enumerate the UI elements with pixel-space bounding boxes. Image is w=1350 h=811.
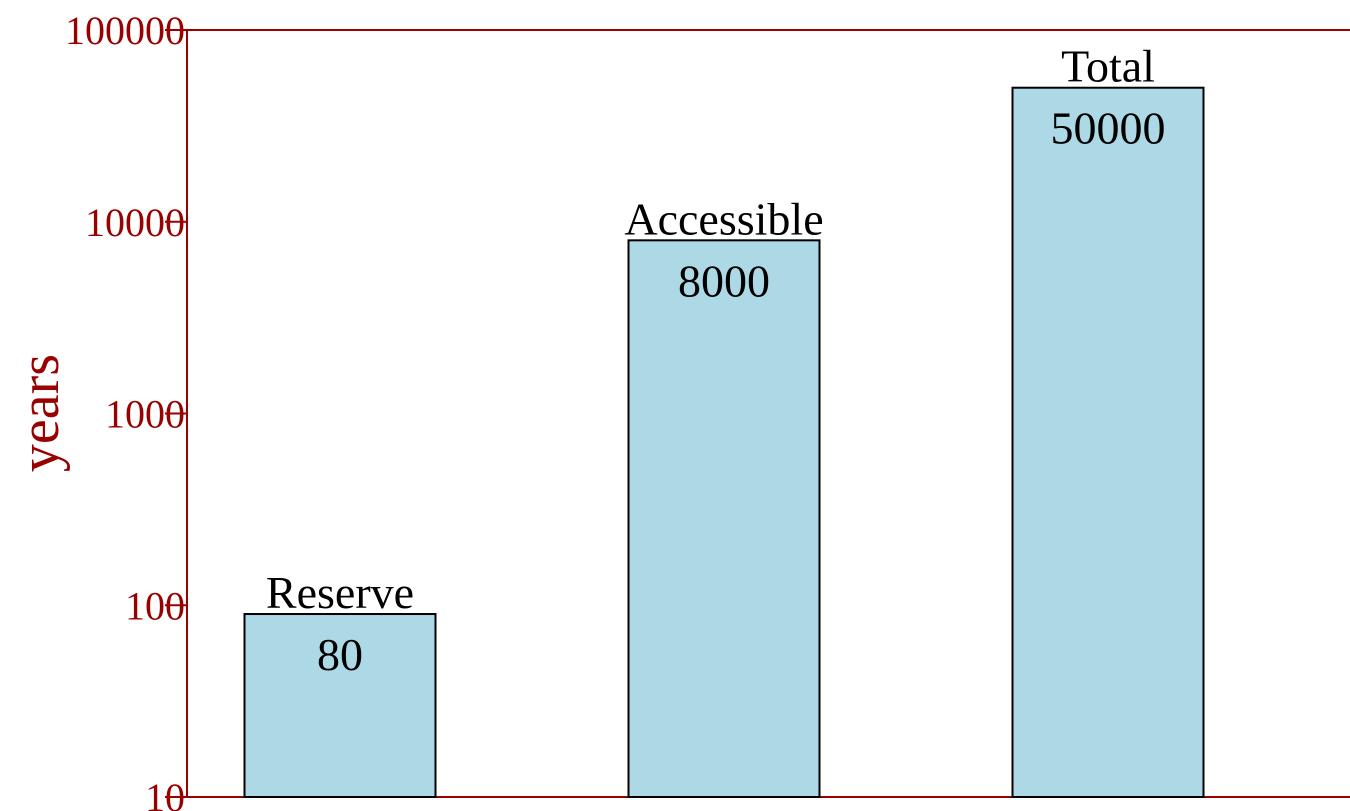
- y-axis-label: years: [9, 354, 71, 472]
- category-label: Total: [1061, 41, 1155, 92]
- bar-accessible: [627, 239, 821, 798]
- bars: [243, 86, 1205, 799]
- data-label: 50000: [1051, 103, 1166, 154]
- y-tick-label: 100: [125, 583, 185, 628]
- data-label: 80: [317, 629, 363, 680]
- category-label: Reserve: [266, 567, 414, 618]
- data-label: 8000: [678, 255, 770, 306]
- category-label: Accessible: [624, 193, 823, 244]
- bar-labels: Reserve 80 Accessible 8000 Total 50000: [266, 41, 1166, 680]
- bar-total: [1011, 86, 1205, 799]
- bar-reserve: [243, 613, 437, 798]
- y-tick-label: 100000: [65, 8, 185, 53]
- y-tick-label: 10: [145, 775, 185, 811]
- axes: 10 100 1000 10000 100000: [65, 8, 1350, 811]
- y-tick-label: 10000: [85, 200, 185, 245]
- y-tick-label: 1000: [105, 392, 185, 437]
